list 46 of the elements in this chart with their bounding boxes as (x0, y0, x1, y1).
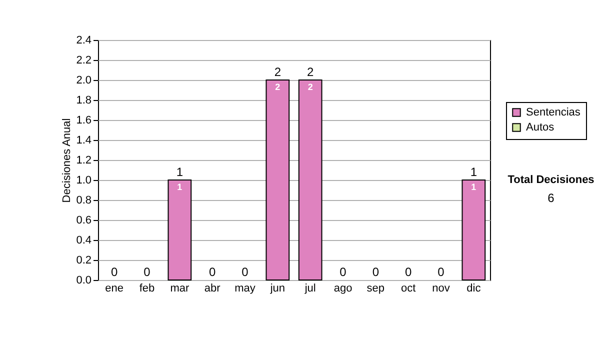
legend-label: Sentencias (526, 106, 581, 118)
total-label: 0 (404, 265, 412, 279)
y-tick-label: 0.8 (76, 194, 92, 206)
total-label: 0 (144, 265, 151, 279)
x-tick-label: jun (269, 282, 286, 294)
y-tick-label: 0.6 (76, 214, 92, 226)
y-tick-label: 1.6 (76, 114, 92, 126)
total-label: 2 (306, 65, 314, 79)
total-label: 0 (372, 265, 380, 279)
y-tick-label: 0.2 (76, 254, 92, 266)
total-label: 0 (438, 265, 445, 279)
y-tick-label: 0.4 (76, 234, 92, 246)
y-tick-label: 2.2 (76, 54, 92, 66)
total-label: 2 (274, 65, 282, 79)
x-tick-label: sep (366, 282, 385, 294)
total-label: 0 (208, 265, 216, 279)
legend-label: Autos (526, 122, 555, 134)
y-tick-label: 1.4 (76, 134, 92, 146)
x-tick-label: dic (466, 282, 482, 294)
y-tick-label: 2.4 (76, 34, 92, 46)
y-axis-title: Decisiones Anual (61, 118, 74, 203)
y-tick-label: 1.0 (76, 174, 92, 186)
y-tick-label: 1.2 (76, 154, 92, 166)
x-tick-label: oct (400, 282, 416, 294)
text: 6 (548, 191, 555, 205)
total-label: 0 (242, 265, 249, 279)
total-label: 0 (340, 265, 347, 279)
x-tick-label: nov (432, 282, 450, 294)
x-tick-label: ene (105, 282, 124, 294)
x-tick-label: ago (334, 282, 352, 294)
x-tick-label: jul (304, 282, 316, 294)
data-label: 2 (275, 82, 280, 92)
data-label: 1 (177, 182, 182, 192)
data-label: 1 (471, 182, 476, 192)
x-tick-label: feb (139, 282, 155, 294)
data-label: 2 (308, 82, 313, 92)
x-tick-label: may (234, 282, 256, 294)
y-tick-label: 0.0 (76, 274, 92, 286)
y-tick-label: 2.0 (76, 74, 92, 86)
x-tick-label: mar (170, 282, 190, 294)
x-tick-label: abr (204, 282, 221, 294)
text: Total Decisiones (508, 174, 594, 186)
total-label: 1 (176, 165, 184, 179)
y-tick-label: 1.8 (76, 94, 92, 106)
total-label: 1 (470, 165, 478, 179)
total-label: 0 (110, 265, 118, 279)
